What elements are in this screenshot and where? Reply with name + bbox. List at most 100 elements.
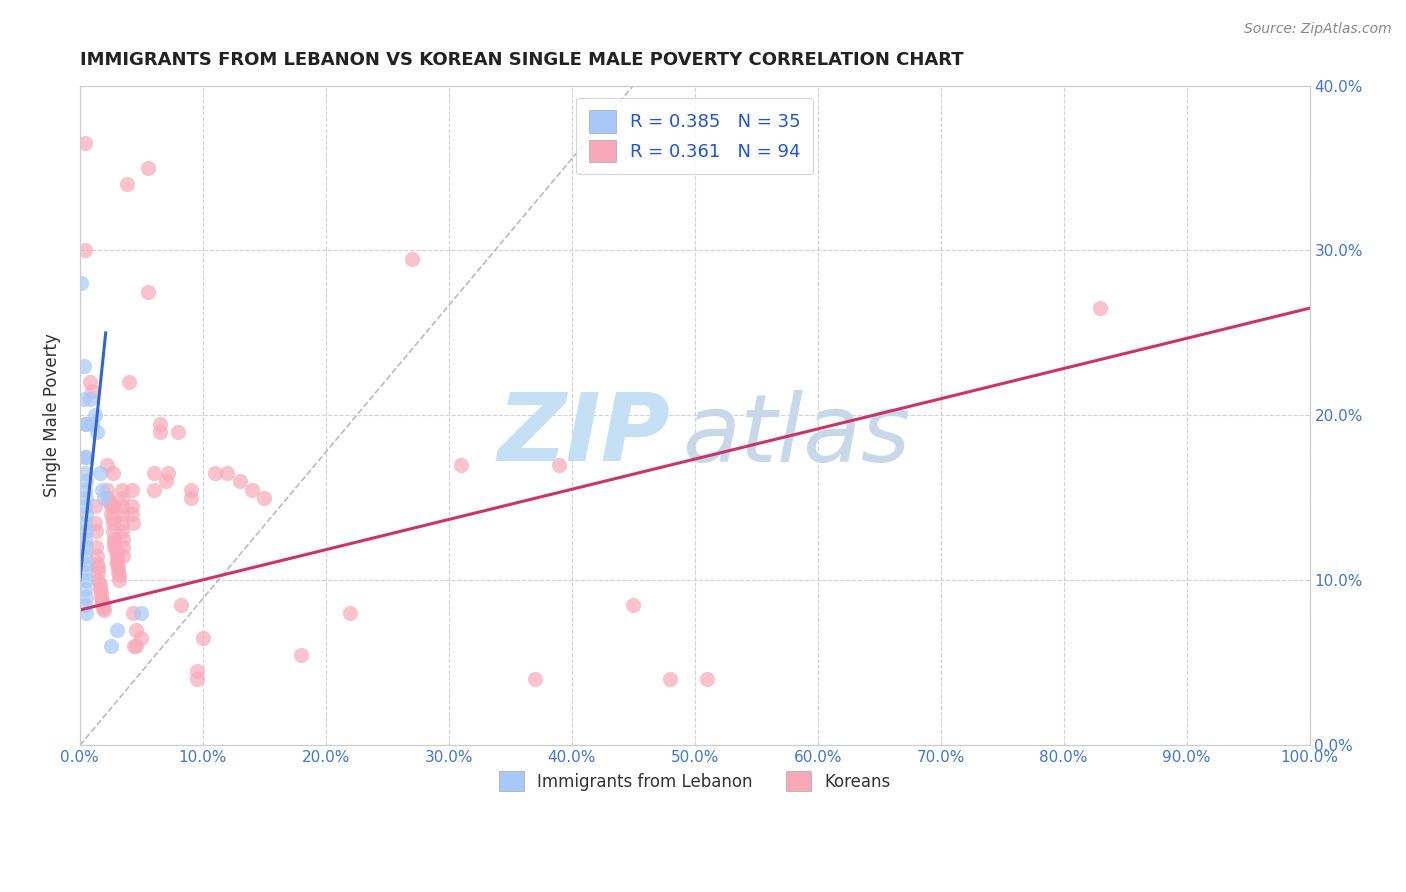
Point xyxy=(100,508,122,522)
Point xyxy=(91,598,114,612)
Point xyxy=(90,585,112,599)
Point xyxy=(125,640,148,654)
Point xyxy=(142,483,165,497)
Point xyxy=(217,466,239,480)
Point xyxy=(149,425,172,439)
Point xyxy=(86,557,108,571)
Point xyxy=(229,475,252,489)
Point xyxy=(98,494,121,508)
Point xyxy=(186,664,208,678)
Point xyxy=(101,499,124,513)
Point xyxy=(157,466,180,480)
Point xyxy=(204,466,226,480)
Point xyxy=(131,607,153,621)
Point xyxy=(82,384,104,398)
Point xyxy=(111,541,134,555)
Point xyxy=(125,623,148,637)
Point xyxy=(90,590,112,604)
Point xyxy=(149,417,172,431)
Point xyxy=(73,582,96,596)
Point xyxy=(103,535,125,549)
Point xyxy=(142,466,165,480)
Point xyxy=(100,499,122,513)
Point xyxy=(136,161,159,175)
Point xyxy=(79,392,101,406)
Legend: Immigrants from Lebanon, Koreans: Immigrants from Lebanon, Koreans xyxy=(486,759,903,803)
Point xyxy=(96,483,118,497)
Point xyxy=(105,553,128,567)
Point xyxy=(100,640,122,654)
Point xyxy=(83,409,105,423)
Point xyxy=(73,516,96,530)
Point xyxy=(91,601,114,615)
Point xyxy=(107,560,129,574)
Point xyxy=(87,565,110,579)
Point xyxy=(75,574,97,588)
Point xyxy=(89,466,111,480)
Point xyxy=(111,508,134,522)
Point xyxy=(121,508,143,522)
Point xyxy=(136,285,159,299)
Point xyxy=(89,582,111,596)
Point xyxy=(111,532,134,546)
Point xyxy=(659,673,682,687)
Point xyxy=(115,178,138,192)
Point xyxy=(523,673,546,687)
Point xyxy=(75,524,97,538)
Point xyxy=(103,541,125,555)
Point xyxy=(191,631,214,645)
Point xyxy=(111,483,134,497)
Point xyxy=(93,603,115,617)
Point xyxy=(75,557,97,571)
Point xyxy=(89,576,111,591)
Point xyxy=(111,516,134,530)
Point xyxy=(79,376,101,390)
Point xyxy=(70,277,93,291)
Point xyxy=(73,532,96,546)
Point xyxy=(1090,301,1112,316)
Point xyxy=(401,252,423,266)
Text: Source: ZipAtlas.com: Source: ZipAtlas.com xyxy=(1244,22,1392,37)
Point xyxy=(121,516,143,530)
Point xyxy=(91,596,114,610)
Point xyxy=(121,607,143,621)
Point xyxy=(73,450,96,464)
Point xyxy=(105,557,128,571)
Point xyxy=(75,475,97,489)
Point xyxy=(86,549,108,563)
Point xyxy=(621,598,644,612)
Point xyxy=(101,510,124,524)
Point xyxy=(105,549,128,563)
Point xyxy=(101,516,124,530)
Point xyxy=(118,376,141,390)
Point xyxy=(107,565,129,579)
Point xyxy=(73,136,96,151)
Point xyxy=(83,499,105,513)
Y-axis label: Single Male Poverty: Single Male Poverty xyxy=(44,334,60,498)
Point xyxy=(75,590,97,604)
Point xyxy=(91,593,114,607)
Point xyxy=(104,543,127,558)
Point xyxy=(87,560,110,574)
Point xyxy=(75,607,97,621)
Point xyxy=(450,458,472,472)
Point xyxy=(111,499,134,513)
Point xyxy=(73,549,96,563)
Point xyxy=(180,483,202,497)
Point xyxy=(73,565,96,579)
Point xyxy=(93,491,115,505)
Point xyxy=(75,508,97,522)
Point xyxy=(167,425,190,439)
Point xyxy=(548,458,571,472)
Point xyxy=(83,516,105,530)
Point xyxy=(84,524,107,538)
Point xyxy=(696,673,718,687)
Point xyxy=(111,524,134,538)
Point xyxy=(73,417,96,431)
Text: ZIP: ZIP xyxy=(498,389,671,481)
Point xyxy=(75,491,97,505)
Point xyxy=(91,483,114,497)
Point xyxy=(75,541,97,555)
Text: IMMIGRANTS FROM LEBANON VS KOREAN SINGLE MALE POVERTY CORRELATION CHART: IMMIGRANTS FROM LEBANON VS KOREAN SINGLE… xyxy=(80,51,963,69)
Point xyxy=(72,359,94,373)
